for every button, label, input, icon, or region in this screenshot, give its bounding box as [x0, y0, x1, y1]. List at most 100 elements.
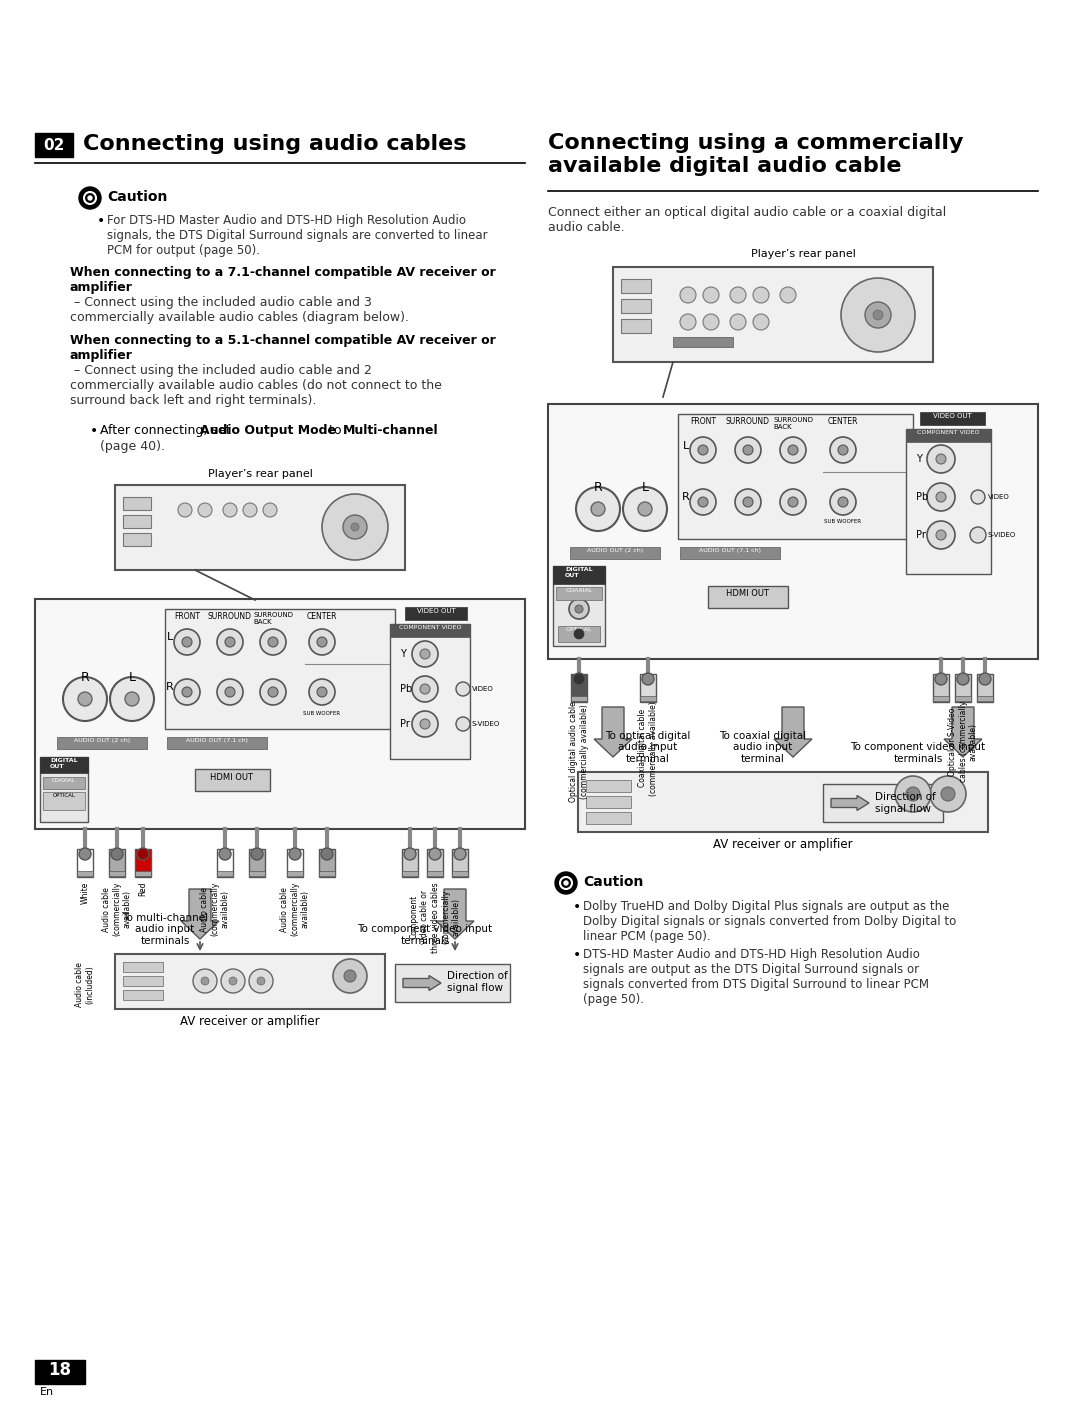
Text: White: White — [81, 882, 90, 905]
Circle shape — [79, 848, 91, 860]
Text: SURROUND: SURROUND — [726, 416, 770, 426]
Circle shape — [219, 848, 231, 860]
Bar — [40, 757, 87, 772]
Text: Audio cable
(commercially
available): Audio cable (commercially available) — [200, 882, 230, 937]
Circle shape — [841, 279, 915, 352]
Circle shape — [573, 629, 584, 639]
Bar — [319, 848, 335, 877]
Text: Red: Red — [138, 882, 148, 896]
Bar — [217, 871, 233, 877]
Text: SUB WOOFER: SUB WOOFER — [824, 519, 862, 523]
Text: DTS-HD Master Audio and DTS-HD High Resolution Audio
signals are output as the D: DTS-HD Master Audio and DTS-HD High Reso… — [583, 948, 929, 1006]
Circle shape — [865, 303, 891, 328]
Text: AV receiver or amplifier: AV receiver or amplifier — [713, 839, 853, 851]
Bar — [586, 812, 631, 825]
Text: FRONT: FRONT — [174, 612, 200, 620]
Text: Pb: Pb — [916, 492, 928, 502]
Bar — [578, 772, 988, 832]
Circle shape — [343, 515, 367, 539]
Text: •: • — [573, 900, 581, 915]
Circle shape — [420, 684, 430, 694]
Bar — [135, 848, 151, 877]
Text: Pr: Pr — [916, 530, 926, 540]
Bar — [673, 338, 733, 348]
Text: Connect either an optical digital audio cable or a coaxial digital
audio cable.: Connect either an optical digital audio … — [548, 205, 946, 234]
Bar — [40, 757, 87, 822]
Circle shape — [178, 502, 192, 516]
Bar — [123, 497, 151, 509]
Bar — [955, 674, 971, 702]
Bar — [217, 848, 233, 877]
Text: En: En — [40, 1387, 54, 1397]
Text: Dolby TrueHD and Dolby Digital Plus signals are output as the
Dolby Digital sign: Dolby TrueHD and Dolby Digital Plus sign… — [583, 900, 956, 943]
Bar — [823, 784, 943, 822]
Text: SUB WOOFER: SUB WOOFER — [303, 711, 340, 716]
Text: Connecting using a commercially
available digital audio cable: Connecting using a commercially availabl… — [548, 134, 963, 176]
Bar — [548, 404, 1038, 658]
Bar — [123, 515, 151, 528]
Circle shape — [838, 497, 848, 507]
Circle shape — [217, 680, 243, 705]
Circle shape — [345, 969, 356, 982]
Text: SURROUND: SURROUND — [208, 612, 252, 620]
Circle shape — [198, 502, 212, 516]
Bar — [427, 871, 443, 877]
Circle shape — [63, 677, 107, 720]
Text: – Connect using the included audio cable and 3
commercially available audio cabl: – Connect using the included audio cable… — [70, 295, 409, 324]
Bar — [933, 696, 949, 701]
Circle shape — [935, 673, 947, 685]
Text: FRONT: FRONT — [690, 416, 716, 426]
Circle shape — [873, 310, 883, 319]
Bar — [613, 267, 933, 362]
Text: VIDEO OUT: VIDEO OUT — [417, 608, 456, 613]
Bar — [287, 871, 303, 877]
Text: VIDEO: VIDEO — [472, 687, 494, 692]
FancyArrow shape — [436, 889, 474, 938]
Circle shape — [217, 629, 243, 656]
Bar — [123, 962, 163, 972]
Bar — [906, 429, 991, 442]
Circle shape — [680, 314, 696, 331]
Text: L: L — [642, 481, 648, 494]
Circle shape — [456, 718, 470, 732]
Bar — [640, 674, 656, 702]
Text: SURROUND
BACK: SURROUND BACK — [253, 612, 293, 625]
Bar — [586, 779, 631, 792]
Text: SURROUND
BACK: SURROUND BACK — [773, 416, 813, 431]
Bar — [77, 848, 93, 877]
Text: OPTICAL: OPTICAL — [53, 794, 76, 798]
Bar — [43, 792, 85, 810]
Bar — [920, 412, 985, 425]
Text: AUDIO OUT (7.1 ch): AUDIO OUT (7.1 ch) — [699, 547, 761, 553]
Bar — [933, 674, 949, 702]
Bar — [114, 485, 405, 570]
Circle shape — [906, 787, 920, 801]
Bar — [621, 300, 651, 312]
Text: (page 40).: (page 40). — [100, 440, 165, 453]
Circle shape — [573, 673, 585, 685]
FancyArrow shape — [181, 889, 219, 938]
Text: L: L — [167, 632, 173, 642]
Circle shape — [260, 680, 286, 705]
Text: DIGITAL
OUT: DIGITAL OUT — [50, 758, 78, 768]
Bar — [571, 696, 588, 701]
Circle shape — [927, 521, 955, 549]
Circle shape — [680, 287, 696, 303]
Circle shape — [249, 969, 273, 993]
Circle shape — [780, 438, 806, 463]
Circle shape — [735, 438, 761, 463]
Bar — [405, 606, 467, 620]
Bar — [135, 871, 151, 877]
Text: For DTS-HD Master Audio and DTS-HD High Resolution Audio
signals, the DTS Digita: For DTS-HD Master Audio and DTS-HD High … — [107, 214, 488, 257]
Text: HDMI OUT: HDMI OUT — [211, 772, 254, 781]
Text: to: to — [325, 424, 346, 438]
Bar — [906, 429, 991, 574]
Circle shape — [333, 960, 367, 993]
Bar — [558, 626, 600, 642]
Text: COMPONENT VIDEO: COMPONENT VIDEO — [399, 625, 461, 630]
Text: Y: Y — [916, 454, 922, 464]
Circle shape — [321, 848, 333, 860]
Circle shape — [174, 680, 200, 705]
Circle shape — [936, 454, 946, 464]
Text: Player’s rear panel: Player’s rear panel — [207, 469, 312, 478]
